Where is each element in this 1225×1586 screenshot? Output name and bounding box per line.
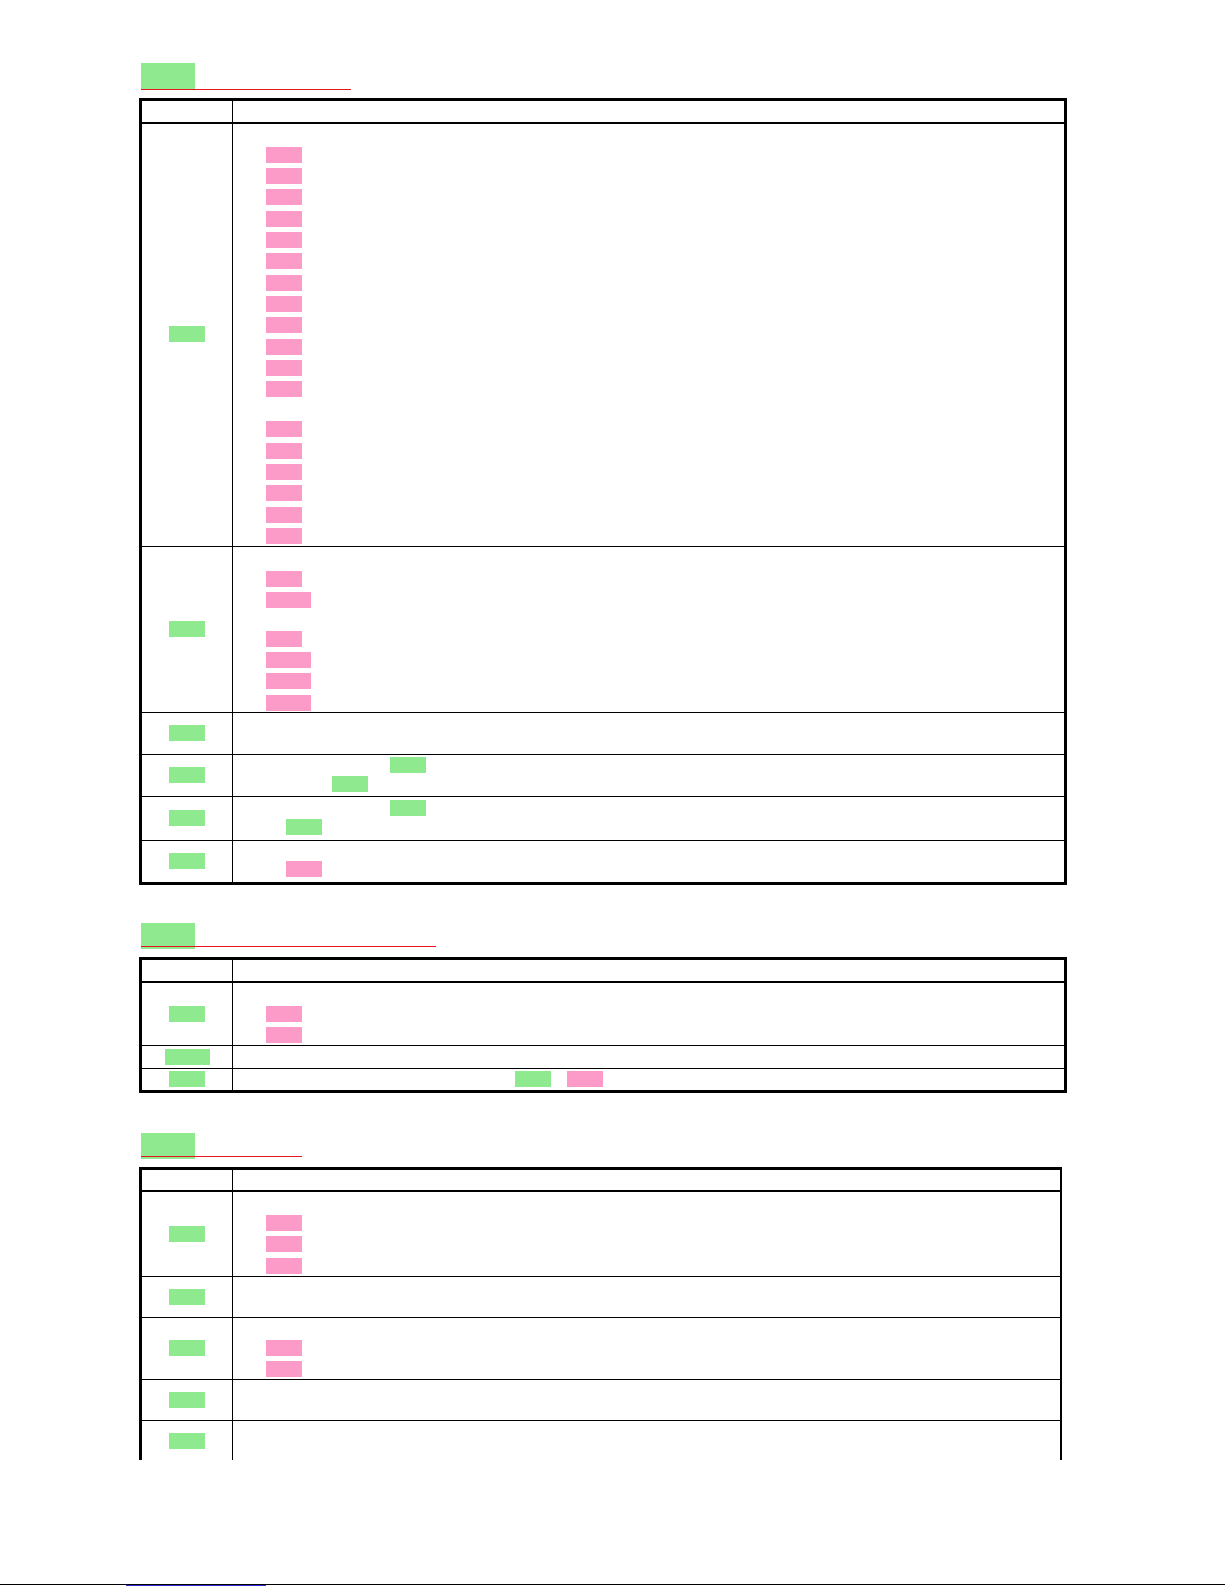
term-highlight <box>266 211 302 227</box>
term-highlight <box>266 507 302 523</box>
heading-underline <box>141 1156 302 1157</box>
row-label-highlight <box>169 326 205 342</box>
section-heading <box>141 923 195 949</box>
heading-underline <box>141 946 436 947</box>
term-highlight <box>266 147 302 163</box>
term-highlight <box>266 485 302 501</box>
row-label-highlight <box>169 810 205 826</box>
section-heading <box>141 1133 195 1159</box>
term-highlight <box>515 1071 551 1087</box>
term-highlight <box>266 275 302 291</box>
term-highlight <box>390 800 426 816</box>
term-highlight <box>266 317 302 333</box>
term-highlight <box>266 1027 302 1043</box>
row-label-highlight <box>169 1226 205 1242</box>
row-label-highlight <box>169 1392 205 1408</box>
term-highlight <box>266 464 302 480</box>
row-label-highlight <box>169 1433 205 1449</box>
term-highlight <box>266 253 302 269</box>
row-label-highlight <box>169 725 205 741</box>
row-label-highlight <box>169 1340 205 1356</box>
term-highlight <box>266 168 302 184</box>
row-label-highlight <box>169 621 205 637</box>
row-label-highlight <box>169 1289 205 1305</box>
term-highlight <box>286 861 322 877</box>
row-label-highlight <box>165 1049 210 1065</box>
row-label-highlight <box>169 853 205 869</box>
section-heading <box>141 63 195 89</box>
term-highlight <box>266 673 311 689</box>
term-highlight <box>266 652 311 668</box>
term-highlight <box>266 1236 302 1252</box>
term-highlight <box>266 1006 302 1022</box>
term-highlight <box>390 757 426 773</box>
term-highlight <box>266 189 302 205</box>
term-highlight <box>266 592 311 608</box>
term-highlight <box>266 381 302 397</box>
term-highlight <box>266 1361 302 1377</box>
term-highlight <box>266 421 302 437</box>
term-highlight <box>567 1071 603 1087</box>
row-label-highlight <box>169 1006 205 1022</box>
term-highlight <box>266 1258 302 1274</box>
term-highlight <box>266 695 311 711</box>
term-highlight <box>332 776 368 792</box>
term-highlight <box>266 1340 302 1356</box>
term-highlight <box>286 819 322 835</box>
row-label-highlight <box>169 767 205 783</box>
heading-underline <box>141 89 351 90</box>
term-highlight <box>266 443 302 459</box>
term-highlight <box>266 360 302 376</box>
row-label-highlight <box>169 1071 205 1087</box>
term-highlight <box>266 571 302 587</box>
term-highlight <box>266 296 302 312</box>
term-highlight <box>266 339 302 355</box>
term-highlight <box>266 1215 302 1231</box>
term-highlight <box>266 232 302 248</box>
term-highlight <box>266 631 302 647</box>
term-highlight <box>266 528 302 544</box>
